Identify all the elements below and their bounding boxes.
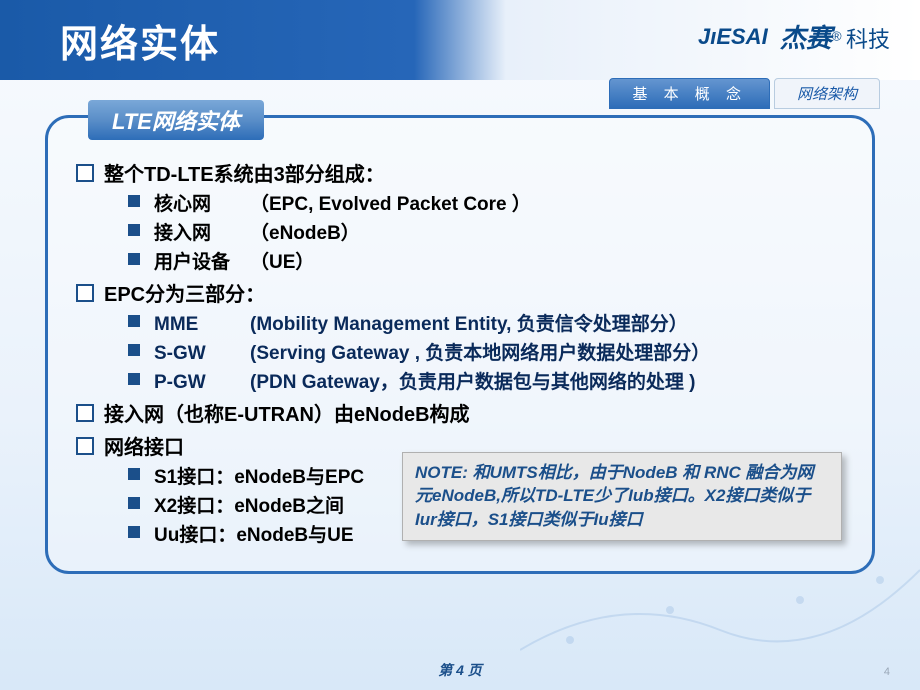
item-epc-parts: EPC分为三部分： MME(Mobility Management Entity… [76,278,844,394]
slide-header: 网络实体 JıESAI 杰赛® 科技 [0,0,920,80]
page-footer: 第 4 页 [0,660,920,680]
tabs: 基 本 概 念 网络架构 [609,78,880,109]
tab-basic-concepts[interactable]: 基 本 概 念 [609,78,770,109]
sub-core: 核心网（EPC, Evolved Packet Core ） [128,189,844,216]
sublist: MME(Mobility Management Entity, 负责信令处理部分… [128,309,844,394]
desc: (Serving Gateway , 负责本地网络用户数据处理部分） [250,343,710,364]
logo-area: JıESAI 杰赛® 科技 [698,18,890,55]
content-box: LTE网络实体 整个TD-LTE系统由3部分组成： 核心网（EPC, Evolv… [45,115,875,574]
sub-pgw: P-GW(PDN Gateway，负责用户数据包与其他网络的处理 ) [128,367,844,394]
desc: (PDN Gateway，负责用户数据包与其他网络的处理 ) [250,372,695,393]
section-label: LTE网络实体 [88,100,264,140]
sub-ue: 用户设备（UE） [128,247,844,274]
term: S1接口：eNodeB与EPC [154,467,364,488]
logo-tech: 科技 [846,27,890,52]
item-eutran: 接入网（也称E-UTRAN）由eNodeB构成 [76,398,844,427]
item-text: 整个TD-LTE系统由3部分组成： [104,164,385,186]
item-text: 网络接口 [104,437,184,459]
sub-access: 接入网（eNodeB） [128,218,844,245]
item-tdlte-parts: 整个TD-LTE系统由3部分组成： 核心网（EPC, Evolved Packe… [76,158,844,274]
logo-r: ® [832,29,842,44]
slide-title: 网络实体 [60,13,220,68]
desc: (Mobility Management Entity, 负责信令处理部分） [250,314,688,335]
term: P-GW [154,372,250,394]
term: Uu接口：eNodeB与UE [154,525,354,546]
logo-en: JıESAI [698,24,768,50]
desc: （EPC, Evolved Packet Core ） [250,194,531,215]
tab-network-arch[interactable]: 网络架构 [774,78,880,109]
desc: （eNodeB） [250,223,360,244]
term: 用户设备 [154,247,250,274]
term: S-GW [154,343,250,365]
item-text: 接入网（也称E-UTRAN）由eNodeB构成 [104,404,470,426]
item-text: EPC分为三部分： [104,284,265,306]
logo-group: 杰赛® 科技 [780,18,890,55]
sub-sgw: S-GW(Serving Gateway , 负责本地网络用户数据处理部分） [128,338,844,365]
term: 接入网 [154,218,250,245]
term: MME [154,314,250,336]
sub-mme: MME(Mobility Management Entity, 负责信令处理部分… [128,309,844,336]
desc: （UE） [250,252,314,273]
term: X2接口：eNodeB之间 [154,496,344,517]
page-number-small: 4 [884,666,890,678]
logo-cn: 杰赛 [780,23,832,53]
note-box: NOTE: 和UMTS相比，由于NodeB 和 RNC 融合为网元eNodeB,… [402,452,842,541]
sublist: 核心网（EPC, Evolved Packet Core ） 接入网（eNode… [128,189,844,274]
term: 核心网 [154,189,250,216]
